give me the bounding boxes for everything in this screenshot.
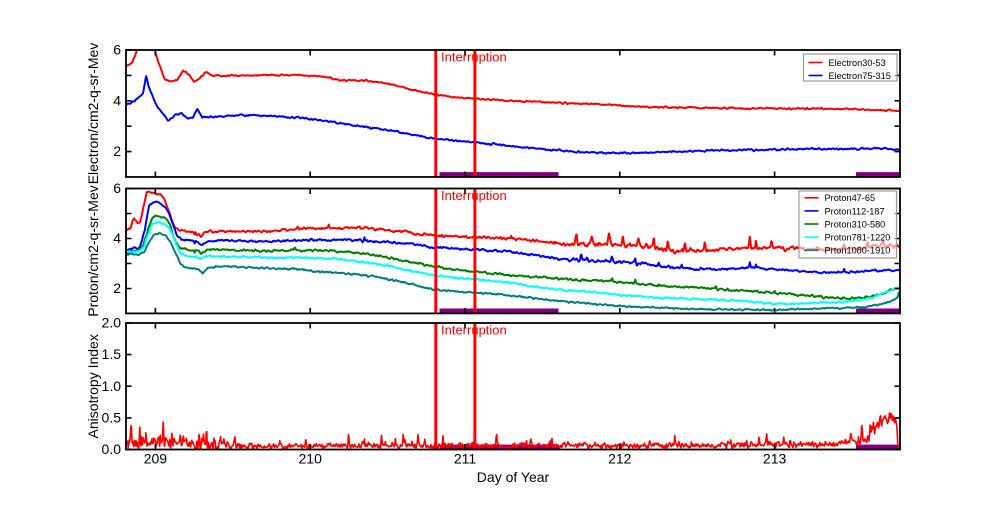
svg-text:Prton1080-1910: Prton1080-1910 (825, 246, 891, 256)
svg-text:0.0: 0.0 (102, 441, 122, 457)
svg-text:Interruption: Interruption (441, 323, 507, 338)
svg-text:Proton310-580: Proton310-580 (825, 219, 886, 229)
svg-text:6: 6 (113, 180, 121, 196)
svg-text:210: 210 (299, 451, 323, 467)
svg-text:Proton47-65: Proton47-65 (825, 193, 876, 203)
svg-text:Proton112-187: Proton112-187 (825, 206, 885, 216)
svg-text:1.5: 1.5 (102, 346, 122, 362)
svg-text:4: 4 (113, 230, 121, 246)
svg-text:6: 6 (113, 42, 121, 58)
svg-text:Proton781-1220: Proton781-1220 (825, 233, 891, 243)
svg-text:Electron/cm2-q-sr-Mev: Electron/cm2-q-sr-Mev (85, 43, 101, 185)
svg-text:Electron30-53: Electron30-53 (829, 58, 886, 68)
svg-text:212: 212 (608, 451, 632, 467)
svg-text:1.0: 1.0 (102, 378, 122, 394)
svg-text:211: 211 (454, 451, 477, 467)
svg-text:4: 4 (113, 92, 121, 108)
svg-text:Interruption: Interruption (441, 188, 507, 203)
svg-text:2.0: 2.0 (102, 315, 122, 331)
svg-text:Electron75-315: Electron75-315 (829, 71, 891, 81)
svg-text:0.5: 0.5 (102, 409, 122, 425)
svg-text:Interruption: Interruption (441, 50, 507, 65)
svg-text:Anisotropy Index: Anisotropy Index (85, 334, 101, 438)
svg-text:Proton/cm2-q-sr-Mev: Proton/cm2-q-sr-Mev (85, 185, 101, 316)
svg-text:213: 213 (763, 451, 787, 467)
svg-text:Day of Year: Day of Year (477, 469, 550, 485)
svg-text:2: 2 (113, 280, 121, 296)
svg-text:209: 209 (144, 451, 168, 467)
svg-text:2: 2 (113, 143, 121, 159)
